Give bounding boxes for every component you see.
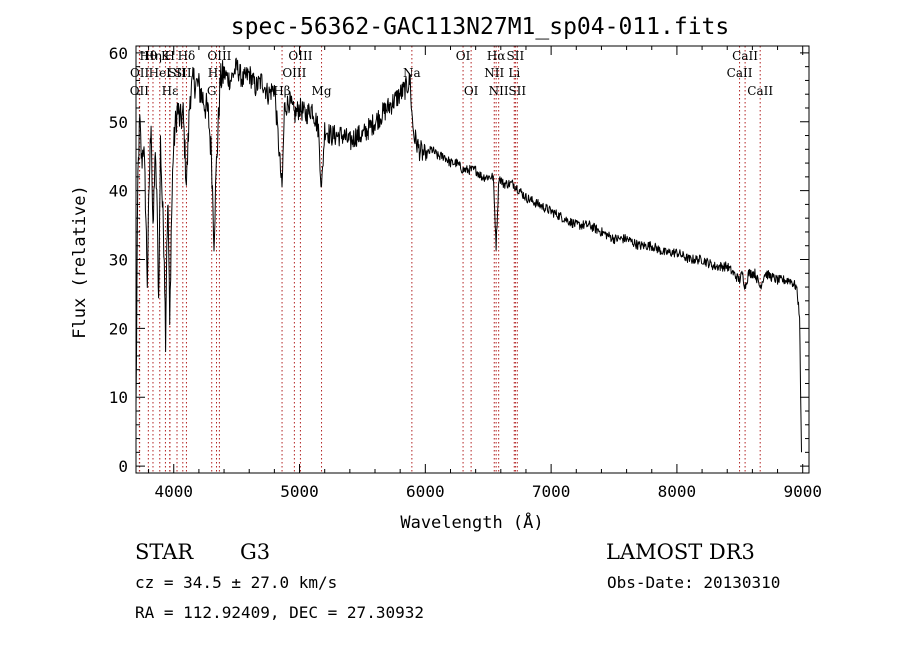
line-marker-label: OII	[130, 66, 150, 80]
line-marker-label: OI	[456, 49, 471, 63]
line-marker-label: SII	[168, 66, 186, 80]
object-class: STAR	[135, 540, 194, 564]
x-axis-label: Wavelength (Å)	[400, 511, 543, 533]
x-tick-label: 9000	[783, 482, 822, 501]
line-marker-label: CaII	[732, 49, 758, 63]
y-axis-label: Flux (relative)	[70, 185, 90, 339]
y-tick-label: 50	[109, 113, 128, 132]
line-marker-label: OIII	[288, 49, 312, 63]
line-marker-label: NII	[489, 84, 509, 98]
line-marker-label: OIII	[282, 66, 306, 80]
line-marker-label: SII	[508, 84, 526, 98]
line-marker-label: Mg	[312, 84, 332, 98]
y-tick-label: 20	[109, 319, 128, 338]
line-markers	[138, 46, 761, 473]
y-tick-label: 10	[109, 388, 128, 407]
line-marker-label: CaII	[747, 84, 773, 98]
y-tick-label: 60	[109, 44, 128, 63]
survey-name: LAMOST DR3	[606, 540, 755, 564]
line-marker-label: G	[207, 84, 217, 98]
line-marker-label: CaII	[727, 66, 753, 80]
x-tick-label: 7000	[532, 482, 571, 501]
x-tick-label: 6000	[406, 482, 445, 501]
redshift-info: cz = 34.5 ± 27.0 km/s	[135, 573, 337, 592]
x-axis-ticks: 4000 5000 6000 7000 8000 9000	[148, 46, 822, 501]
spectrum-series	[135, 57, 802, 453]
x-tick-label: 8000	[658, 482, 697, 501]
line-marker-label: Hβ	[273, 84, 290, 98]
observation-date: Obs-Date: 20130310	[607, 573, 780, 592]
line-marker-label: SII	[174, 66, 192, 80]
spectrum-line	[135, 57, 802, 453]
object-subclass: G3	[240, 540, 270, 564]
line-marker-label: NII	[484, 66, 504, 80]
line-marker-label: SII	[507, 49, 525, 63]
line-marker-label: Hα	[487, 49, 506, 63]
line-marker-label: Hδ	[178, 49, 196, 63]
chart-title: spec-56362-GAC113N27M1_sp04-011.fits	[231, 14, 730, 40]
y-tick-label: 40	[109, 182, 128, 201]
coordinates: RA = 112.92409, DEC = 27.30932	[135, 603, 424, 622]
x-tick-label: 4000	[154, 482, 193, 501]
line-marker-label: H	[164, 49, 174, 63]
y-tick-label: 0	[118, 457, 128, 476]
y-axis-ticks: 0 10 20 30 40 50 60	[109, 44, 809, 476]
x-tick-label: 5000	[280, 482, 319, 501]
line-marker-label: HeI	[149, 66, 172, 80]
line-marker-label: OII	[130, 84, 150, 98]
y-tick-label: 30	[109, 251, 128, 270]
line-marker-label: OI	[464, 84, 479, 98]
line-marker-label: K	[161, 49, 171, 63]
line-marker-label: Na	[403, 66, 421, 80]
line-marker-label: OIII	[207, 49, 231, 63]
line-marker-labels: OIIOIIHθHηHeIKHHεSIISIIHδGHγOIIIHβOIIIOI…	[130, 49, 774, 98]
line-marker-label: Hη	[144, 49, 162, 63]
line-marker-label: Hε	[162, 84, 179, 98]
line-marker-label: Li	[508, 66, 520, 80]
